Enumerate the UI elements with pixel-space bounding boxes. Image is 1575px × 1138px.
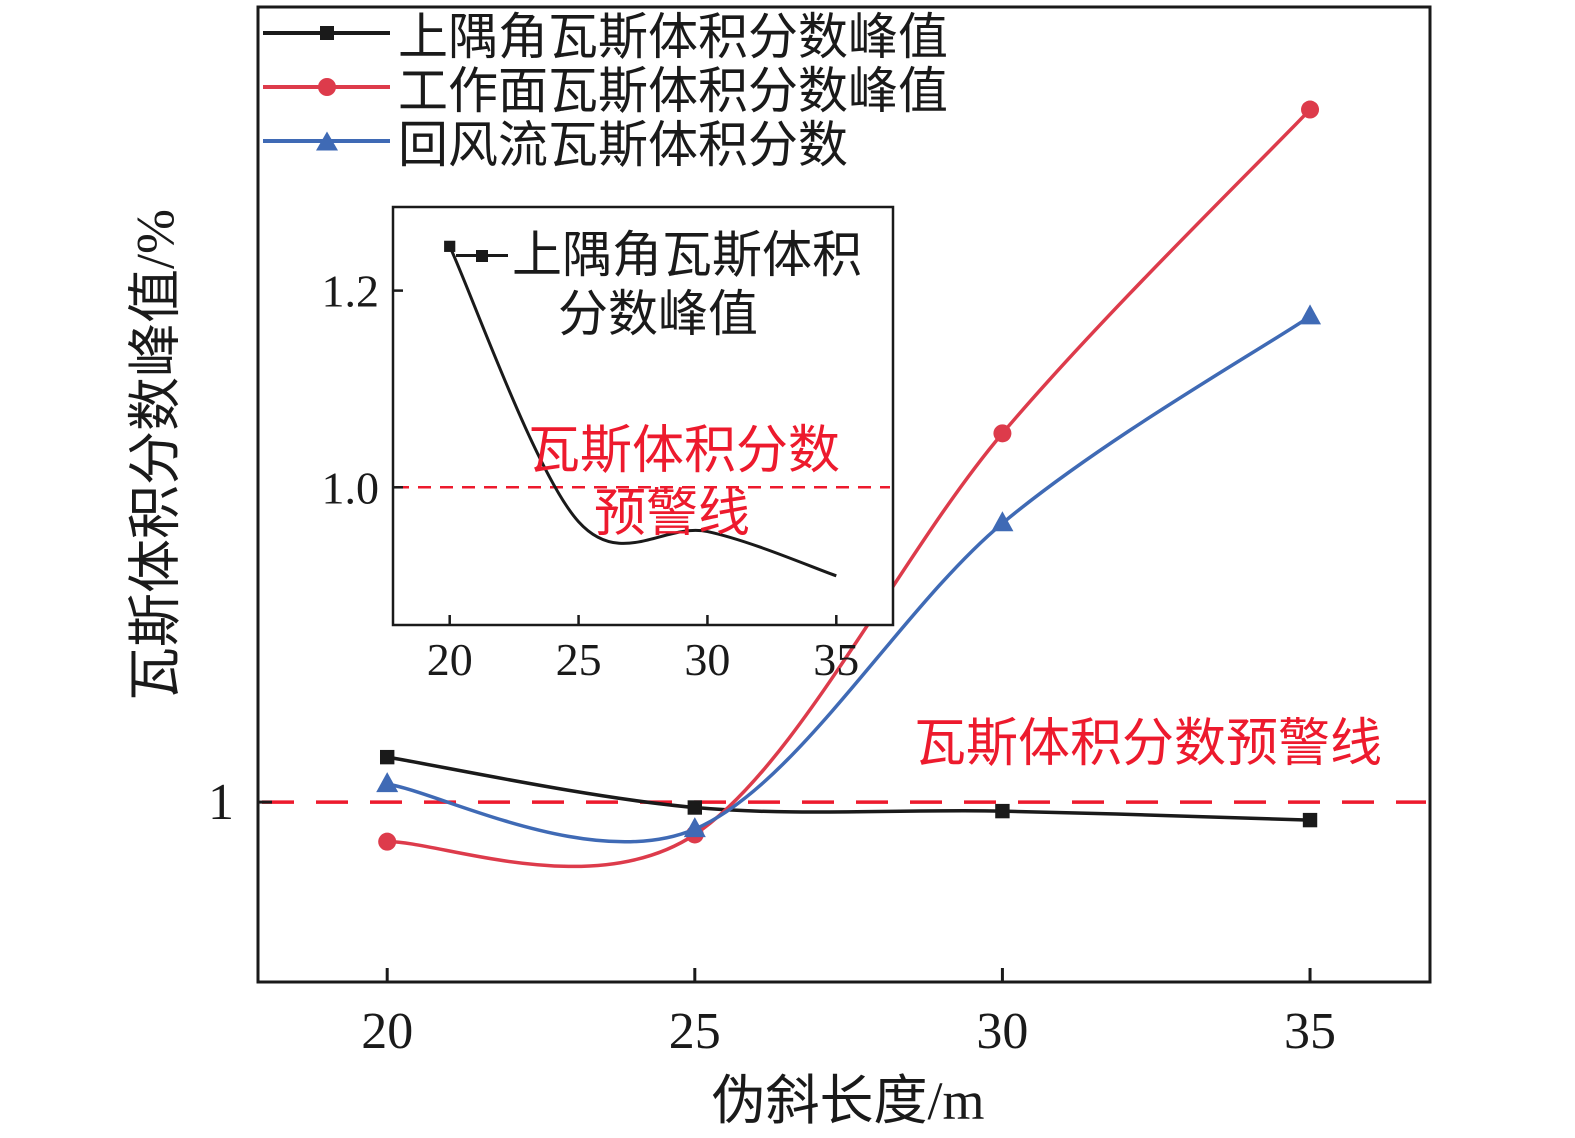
circle-marker-icon	[317, 78, 336, 96]
legend-label-working-face-peak: 工作面瓦斯体积分数峰值	[398, 63, 948, 119]
legend-sample-red-line	[263, 75, 390, 99]
x-tick-label: 35	[1284, 1003, 1336, 1060]
legend-label-return-airflow: 回风流瓦斯体积分数	[398, 117, 848, 173]
circle-marker-icon	[993, 424, 1012, 443]
square-marker-icon	[1302, 812, 1318, 828]
inset-legend-row1: 上隅角瓦斯体积	[456, 226, 862, 285]
x-axis-title: 伪斜长度/m	[711, 1071, 985, 1131]
inset-y-tick-label: 1.2	[322, 266, 380, 317]
triangle-marker-icon	[376, 772, 399, 793]
inset-y-tick-label: 1.0	[322, 462, 380, 513]
inset-x-tick-label: 25	[556, 634, 602, 685]
inset-series-line	[448, 245, 837, 578]
legend: 上隅角瓦斯体积分数峰值 工作面瓦斯体积分数峰值 回风流瓦斯体积分数	[263, 6, 948, 173]
legend-item-working-face-peak: 工作面瓦斯体积分数峰值	[263, 60, 948, 119]
inset-frame	[391, 205, 895, 627]
circle-marker-icon	[1301, 100, 1320, 119]
inset-legend-sample	[456, 244, 508, 268]
inset-x-tick-label: 20	[427, 634, 473, 685]
x-tick-label: 30	[976, 1003, 1028, 1060]
triangle-marker-icon	[1299, 304, 1322, 325]
square-marker-icon	[995, 803, 1010, 819]
square-marker-icon	[319, 26, 334, 40]
triangle-marker-icon	[315, 131, 338, 151]
legend-item-upper-corner-peak: 上隅角瓦斯体积分数峰值	[263, 6, 948, 65]
square-marker-icon	[476, 249, 488, 262]
series-line-2	[386, 314, 1312, 844]
legend-label-upper-corner-peak: 上隅角瓦斯体积分数峰值	[398, 9, 948, 65]
inset-x-tick-label: 30	[684, 634, 730, 685]
inset-legend-label-line1: 上隅角瓦斯体积	[512, 227, 862, 283]
triangle-marker-icon	[991, 511, 1014, 532]
legend-item-return-airflow: 回风流瓦斯体积分数	[263, 114, 948, 173]
square-marker-icon	[687, 800, 703, 815]
inset-legend-label-line2: 分数峰值	[558, 286, 758, 342]
inset-warning-label-line2: 预警线	[594, 486, 751, 544]
inset-warning-label-line1: 瓦斯体积分数	[528, 423, 841, 480]
y-tick-label: 1	[208, 774, 234, 831]
legend-sample-black-line	[263, 21, 390, 45]
triangle-marker-icon	[683, 817, 706, 838]
inset-x-tick-label: 35	[813, 634, 859, 685]
x-tick-label: 25	[669, 1003, 721, 1060]
inset-warning-label: 瓦斯体积分数 预警线	[528, 420, 840, 547]
x-tick-label: 20	[361, 1003, 413, 1060]
legend-sample-blue-line	[263, 129, 390, 153]
y-axis-title: 瓦斯体积分数峰值/%	[125, 209, 186, 701]
inset-legend: 上隅角瓦斯体积 分数峰值	[456, 226, 862, 344]
square-marker-icon	[379, 749, 395, 765]
square-marker-icon	[444, 240, 456, 252]
warning-line-label: 瓦斯体积分数预警线	[913, 716, 1383, 773]
series-line-0	[386, 755, 1311, 822]
circle-marker-icon	[378, 832, 397, 851]
